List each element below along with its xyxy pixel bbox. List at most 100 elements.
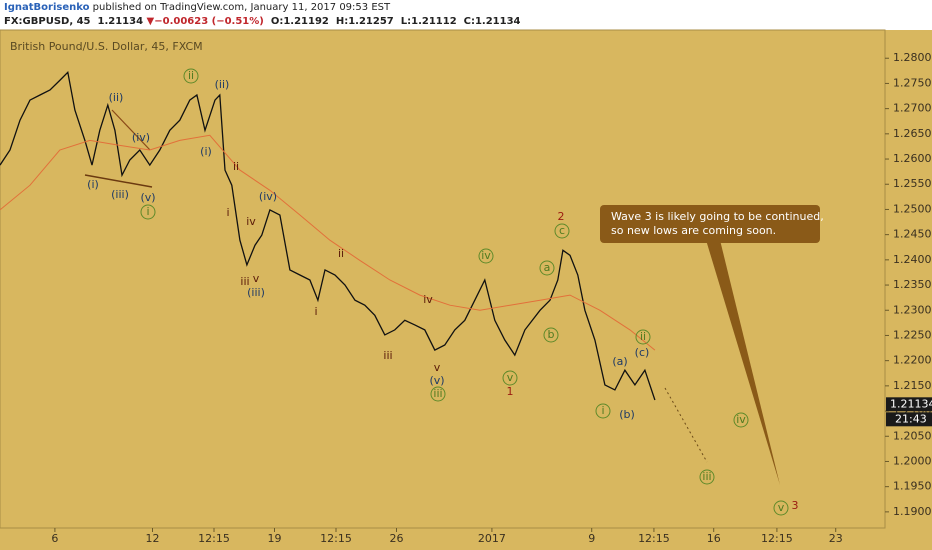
wave-label: ii [188,69,194,82]
x-tick-label: 12:15 [320,532,352,545]
wave-label: (iii) [111,188,129,201]
y-tick-label: 1.26000 [893,152,932,165]
wave-label: (iv) [259,190,277,203]
wave-label: v [434,361,441,374]
wave-label: v [507,371,514,384]
y-tick-label: 1.23000 [893,303,932,316]
y-tick-label: 1.24500 [893,228,932,241]
wave-label: (v) [140,191,155,204]
wave-circle [699,469,715,485]
wave-label: (v) [429,374,444,387]
price-line [0,134,656,351]
wave-label: iii [240,275,249,288]
wave-label: 3 [792,499,799,512]
wave-label: iii [702,470,711,483]
wave-label: a [544,261,551,274]
x-tick-label: 12:15 [638,532,670,545]
header: IgnatBorisenko published on TradingView.… [0,0,932,30]
wave-circle [773,500,789,516]
wave-circle [502,370,518,386]
wave-label: ii [640,330,646,343]
y-tick-label: 1.19500 [893,480,932,493]
symbol: FX:GBPUSD, 45 [4,16,91,27]
high: H:1.21257 [335,16,394,27]
x-tick-label: 2017 [478,532,506,545]
callout-text: Wave 3 is likely going to be continued, [611,210,824,223]
wave-label: iv [481,249,491,262]
wave-circle [595,403,611,419]
wave-label: i [314,305,317,318]
wave-label: (iii) [247,286,265,299]
callout-pointer [706,240,780,485]
y-tick-label: 1.28000 [893,51,932,64]
published: published on TradingView.com, January 11… [92,2,391,13]
wave-label: v [253,272,260,285]
wave-label: (i) [200,145,212,158]
wave-label: (c) [635,346,650,359]
wave-label: 1 [507,385,514,398]
countdown-badge [886,412,932,427]
wave-circle [539,260,555,276]
publish-line: IgnatBorisenko published on TradingView.… [4,2,390,13]
wave-label: b [548,328,555,341]
projection [664,387,708,463]
wave-label: (ii) [215,78,230,91]
symbol-line: FX:GBPUSD, 45 1.21134 ▼−0.00623 (−0.51%)… [4,16,521,27]
wave-label: iii [383,349,392,362]
x-tick-label: 23 [829,532,843,545]
y-tick-label: 1.27500 [893,76,932,89]
x-tick-label: 12:15 [761,532,793,545]
open: O:1.21192 [270,16,329,27]
wave-label: iii [433,387,442,400]
author[interactable]: IgnatBorisenko [4,2,90,13]
callout-text: so new lows are coming soon. [611,224,776,237]
y-tick-label: 1.26500 [893,127,932,140]
x-tick-label: 12:15 [198,532,230,545]
wave-label: (iv) [132,131,150,144]
y-tick-label: 1.24000 [893,253,932,266]
wave-circle [733,412,749,428]
wave-label: i [226,206,229,219]
wave-circle [140,204,156,220]
wave-circle [183,68,199,84]
y-tick-label: 1.20500 [893,429,932,442]
wave-label: i [146,205,149,218]
x-tick-label: 16 [707,532,721,545]
trend-line [111,109,151,151]
y-tick-label: 1.21500 [893,379,932,392]
wave-label: (b) [619,408,635,421]
wave-label: (a) [612,355,627,368]
wave-label: ii [233,160,239,173]
y-tick-label: 1.22000 [893,354,932,367]
arrow: ▼ [146,16,155,27]
price-line [0,70,656,401]
y-tick-label: 1.27000 [893,102,932,115]
x-tick-label: 9 [588,532,595,545]
y-tick-label: 1.25500 [893,177,932,190]
wave-circle [554,223,570,239]
last-price-label: 1.21134 [890,397,932,410]
last-price-badge [886,397,932,412]
wave-label: (i) [87,178,99,191]
countdown: 21:43 [895,412,927,425]
wave-circle [430,386,446,402]
close: C:1.21134 [463,16,521,27]
x-tick-label: 26 [390,532,404,545]
wave-label: v [778,501,785,514]
y-tick-label: 1.25000 [893,202,932,215]
x-tick-label: 12 [146,532,160,545]
y-tick-label: 1.20000 [893,454,932,467]
wave-label: ii [338,247,344,260]
x-tick-label: 19 [268,532,282,545]
change: −0.00623 (−0.51%) [154,16,264,27]
x-tick-label: 6 [51,532,58,545]
plot-frame [0,29,886,529]
y-tick-label: 1.19000 [893,505,932,518]
trend-line [84,174,153,188]
wave-label: i [601,404,604,417]
wave-label: c [559,224,565,237]
wave-label: iv [423,293,433,306]
wave-circle [635,329,651,345]
